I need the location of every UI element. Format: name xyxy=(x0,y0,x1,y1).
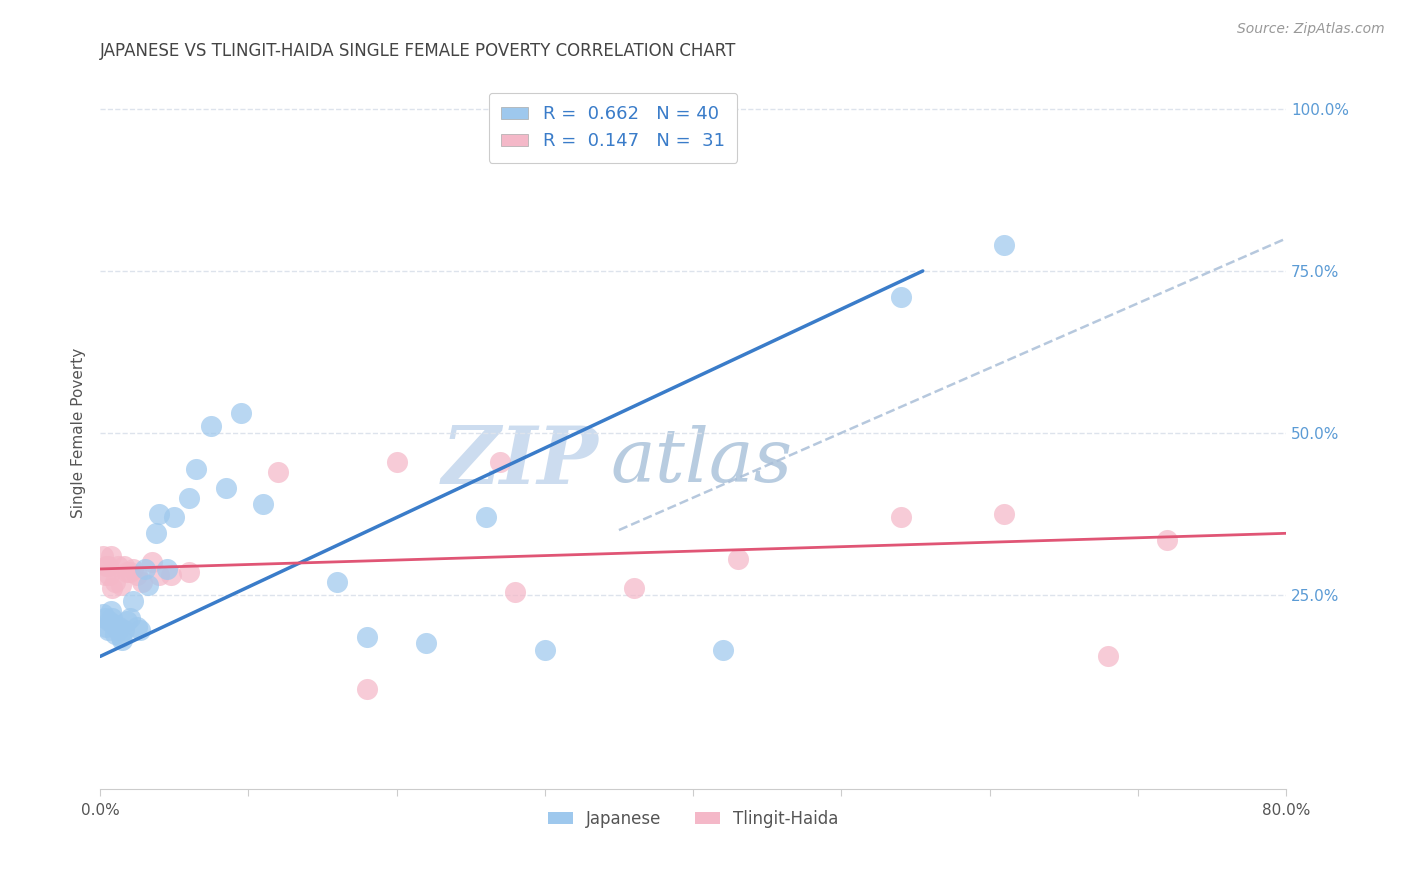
Point xyxy=(727,552,749,566)
Y-axis label: Single Female Poverty: Single Female Poverty xyxy=(72,348,86,518)
Point xyxy=(107,624,129,638)
Point xyxy=(121,562,143,576)
Point xyxy=(186,461,208,475)
Point xyxy=(104,626,127,640)
Point xyxy=(98,568,121,582)
Point xyxy=(105,620,128,634)
Point xyxy=(993,238,1015,252)
Point xyxy=(129,624,152,638)
Point xyxy=(134,562,156,576)
Point xyxy=(112,624,135,638)
Point xyxy=(474,510,496,524)
Point xyxy=(104,574,127,589)
Point xyxy=(118,565,141,579)
Point xyxy=(200,419,222,434)
Point xyxy=(385,455,408,469)
Point xyxy=(131,574,153,589)
Point xyxy=(160,568,183,582)
Point xyxy=(623,582,645,596)
Point xyxy=(326,574,349,589)
Text: ZIP: ZIP xyxy=(441,423,598,500)
Point xyxy=(177,491,200,505)
Point xyxy=(890,510,912,524)
Point xyxy=(177,565,200,579)
Point xyxy=(107,558,129,573)
Point xyxy=(91,549,114,563)
Point xyxy=(110,630,132,644)
Point xyxy=(533,643,555,657)
Point xyxy=(121,594,143,608)
Point xyxy=(503,584,526,599)
Point xyxy=(1097,649,1119,664)
Point xyxy=(111,633,134,648)
Point xyxy=(100,549,122,563)
Point xyxy=(148,568,170,582)
Point xyxy=(115,614,138,628)
Point xyxy=(91,607,114,622)
Point xyxy=(118,610,141,624)
Point xyxy=(103,617,125,632)
Point xyxy=(148,507,170,521)
Point xyxy=(136,578,159,592)
Point xyxy=(115,565,138,579)
Point xyxy=(141,556,163,570)
Point xyxy=(356,630,378,644)
Point xyxy=(98,614,121,628)
Point xyxy=(127,620,149,634)
Point xyxy=(1156,533,1178,547)
Point xyxy=(267,465,290,479)
Point xyxy=(229,407,252,421)
Point xyxy=(93,568,115,582)
Text: Source: ZipAtlas.com: Source: ZipAtlas.com xyxy=(1237,22,1385,37)
Point xyxy=(94,620,117,634)
Point xyxy=(96,558,118,573)
Point xyxy=(112,558,135,573)
Point xyxy=(215,481,238,495)
Point xyxy=(252,497,274,511)
Text: atlas: atlas xyxy=(610,425,792,498)
Point xyxy=(101,582,124,596)
Point xyxy=(96,624,118,638)
Point xyxy=(356,681,378,696)
Point xyxy=(94,558,117,573)
Point xyxy=(93,610,115,624)
Point xyxy=(489,455,512,469)
Point xyxy=(156,562,179,576)
Point xyxy=(101,610,124,624)
Point xyxy=(711,643,734,657)
Point xyxy=(127,568,149,582)
Point xyxy=(145,526,167,541)
Point xyxy=(890,290,912,304)
Legend: Japanese, Tlingit-Haida: Japanese, Tlingit-Haida xyxy=(541,803,845,834)
Point xyxy=(108,620,131,634)
Text: JAPANESE VS TLINGIT-HAIDA SINGLE FEMALE POVERTY CORRELATION CHART: JAPANESE VS TLINGIT-HAIDA SINGLE FEMALE … xyxy=(100,42,737,60)
Point xyxy=(100,604,122,618)
Point xyxy=(415,636,437,650)
Point xyxy=(993,507,1015,521)
Point xyxy=(110,578,132,592)
Point xyxy=(163,510,186,524)
